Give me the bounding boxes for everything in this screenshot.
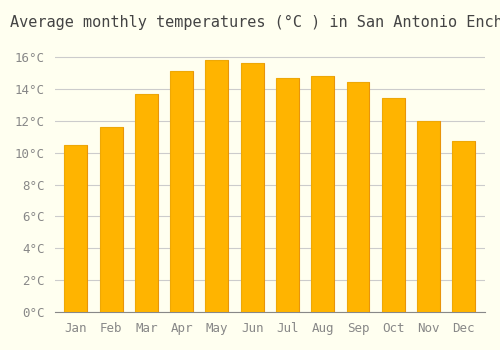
Bar bbox=[206, 60, 229, 312]
Bar bbox=[64, 145, 88, 312]
Bar bbox=[382, 98, 405, 312]
Bar bbox=[241, 63, 264, 312]
Bar bbox=[276, 78, 299, 312]
Bar bbox=[452, 141, 475, 312]
Bar bbox=[312, 76, 334, 312]
Bar bbox=[382, 98, 405, 312]
Bar bbox=[312, 76, 334, 312]
Bar bbox=[64, 145, 88, 312]
Bar bbox=[100, 127, 122, 312]
Bar bbox=[346, 82, 370, 312]
Bar bbox=[346, 82, 370, 312]
Bar bbox=[100, 127, 122, 312]
Bar bbox=[135, 93, 158, 312]
Bar bbox=[170, 71, 193, 312]
Bar bbox=[417, 121, 440, 312]
Bar bbox=[135, 93, 158, 312]
Bar bbox=[452, 141, 475, 312]
Title: Average monthly temperatures (°C ) in San Antonio Enchisi: Average monthly temperatures (°C ) in Sa… bbox=[10, 15, 500, 30]
Bar bbox=[417, 121, 440, 312]
Bar bbox=[241, 63, 264, 312]
Bar bbox=[170, 71, 193, 312]
Bar bbox=[206, 60, 229, 312]
Bar bbox=[276, 78, 299, 312]
